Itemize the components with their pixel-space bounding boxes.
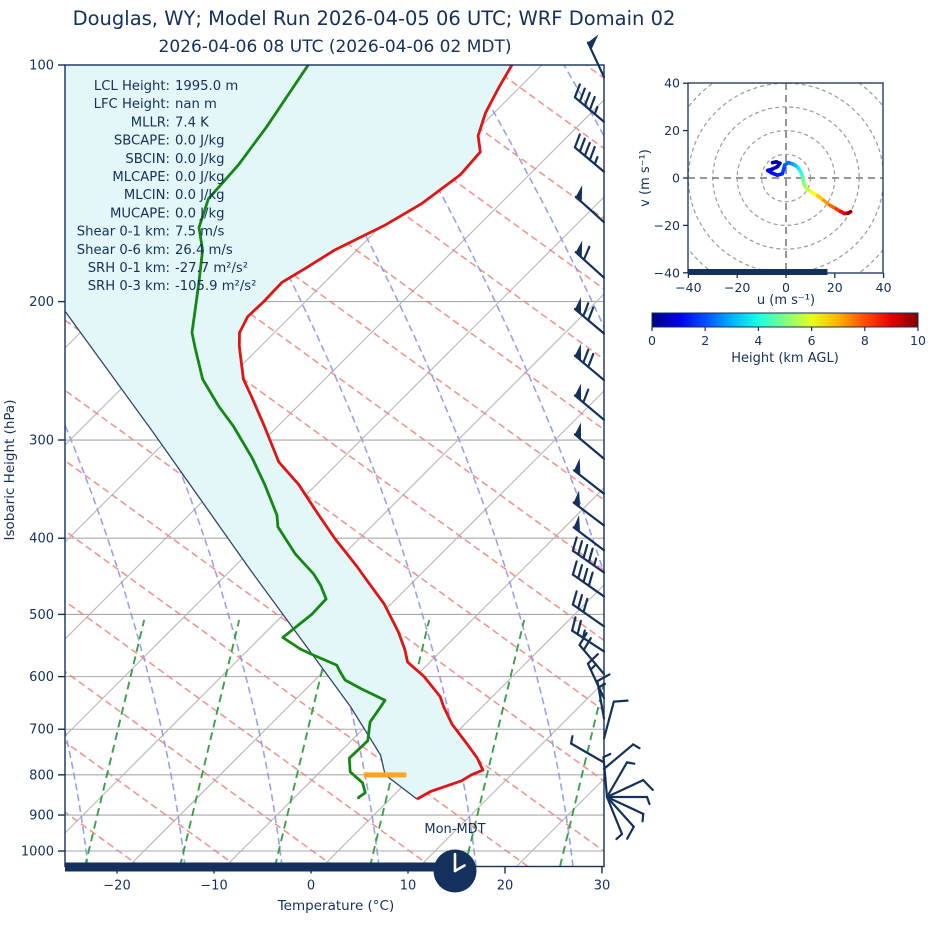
wind-barb	[607, 780, 653, 797]
hodograph-v-tick: 0	[672, 171, 680, 186]
stat-label: MLCIN:	[124, 188, 170, 203]
stat-value: 0.0 J/kg	[175, 152, 225, 167]
stat-value: 0.0 J/kg	[175, 188, 225, 203]
stat-label: MLCAPE:	[112, 170, 170, 185]
wind-barb	[588, 34, 604, 77]
temperature-tick-label: 10	[400, 879, 417, 894]
stat-value: 0.0 J/kg	[175, 206, 225, 221]
stat-value: 0.0 J/kg	[175, 134, 225, 149]
temperature-tick-label: 30	[594, 879, 611, 894]
hodograph-u-tick: −40	[675, 280, 701, 295]
pressure-tick-label: 400	[29, 532, 54, 547]
hodograph-v-tick: 20	[664, 123, 680, 138]
stat-label: MLLR:	[131, 115, 170, 130]
stat-label: MUCAPE:	[110, 206, 170, 221]
stat-value: 7.5 m/s	[175, 225, 224, 240]
stat-value: 0.0 J/kg	[175, 170, 225, 185]
wind-barb	[604, 701, 628, 739]
hodograph-v-tick: 40	[664, 76, 680, 91]
pressure-tick-label: 100	[29, 59, 54, 74]
colorbar-tick: 2	[701, 333, 709, 348]
temperature-tick-label: 0	[307, 879, 315, 894]
wind-barb	[604, 744, 640, 768]
temperature-tick-label: −10	[200, 879, 227, 894]
stat-label: Shear 0-6 km:	[77, 243, 170, 258]
hodograph-grid	[664, 60, 908, 297]
ground-elevation-bar	[65, 863, 437, 872]
colorbar-label: Height (km AGL)	[731, 351, 839, 366]
temperature-tick-label: 20	[497, 879, 514, 894]
wind-barb	[575, 84, 604, 121]
colorbar-tick: 0	[648, 333, 656, 348]
stat-label: SBCAPE:	[114, 134, 170, 149]
hodograph-v-tick: −40	[654, 265, 680, 280]
hodograph-u-tick: −20	[724, 280, 750, 295]
wind-barb	[575, 297, 604, 333]
stat-label: SRH 0-3 km:	[88, 279, 170, 294]
stat-label: LCL Height:	[94, 79, 170, 94]
hodograph-u-tick: 20	[827, 280, 843, 295]
hodograph-x-label: u (m s⁻¹)	[757, 293, 815, 308]
stat-value: nan m	[175, 97, 217, 112]
pressure-tick-label: 600	[29, 670, 54, 685]
wind-barb	[575, 384, 604, 420]
pressure-tick-label: 700	[29, 723, 54, 738]
y-axis-label: Isobaric Height (hPa)	[2, 400, 18, 541]
local-time-clock-icon	[434, 850, 477, 893]
hodograph-u-tick: 40	[876, 280, 892, 295]
wind-barb	[575, 422, 604, 458]
stat-value: 7.4 K	[175, 115, 209, 130]
stat-label: Shear 0-1 km:	[77, 225, 170, 240]
stat-value: 1995.0 m	[175, 79, 238, 94]
wind-barb	[574, 515, 604, 550]
temperature-tick-label: −20	[103, 879, 130, 894]
wind-barb	[575, 134, 604, 171]
colorbar-tick: 6	[808, 333, 816, 348]
wind-barb	[576, 185, 604, 222]
stat-label: LFC Height:	[94, 97, 170, 112]
pressure-tick-label: 500	[29, 608, 54, 623]
hodograph-y-label: v (m s⁻¹)	[638, 149, 653, 207]
stat-label: SRH 0-1 km:	[88, 261, 170, 276]
stat-value: 26.4 m/s	[175, 243, 233, 258]
x-axis-label: Temperature (°C)	[277, 898, 395, 914]
valid-time-subtitle: 2026-04-06 08 UTC (2026-04-06 02 MDT)	[159, 37, 512, 57]
colorbar-tick: 8	[861, 333, 869, 348]
height-colorbar: 0 2 4 6 8 10	[648, 313, 926, 348]
pressure-tick-label: 300	[29, 434, 54, 449]
hodograph-v-tick: −20	[654, 218, 680, 233]
pressure-tick-label: 200	[29, 295, 54, 310]
pressure-tick-label: 800	[29, 768, 54, 783]
stat-value: -27.7 m²/s²	[175, 261, 248, 276]
pressure-tick-label: 900	[29, 809, 54, 824]
pressure-tick-label: 1000	[21, 845, 54, 860]
page-title: Douglas, WY; Model Run 2026-04-05 06 UTC…	[73, 7, 676, 30]
stat-value: -105.9 m²/s²	[175, 279, 256, 294]
colorbar-tick: 10	[910, 333, 926, 348]
local-time-label: Mon-MDT	[424, 822, 485, 837]
stat-label: SBCIN:	[125, 152, 170, 167]
colorbar-tick: 4	[754, 333, 762, 348]
